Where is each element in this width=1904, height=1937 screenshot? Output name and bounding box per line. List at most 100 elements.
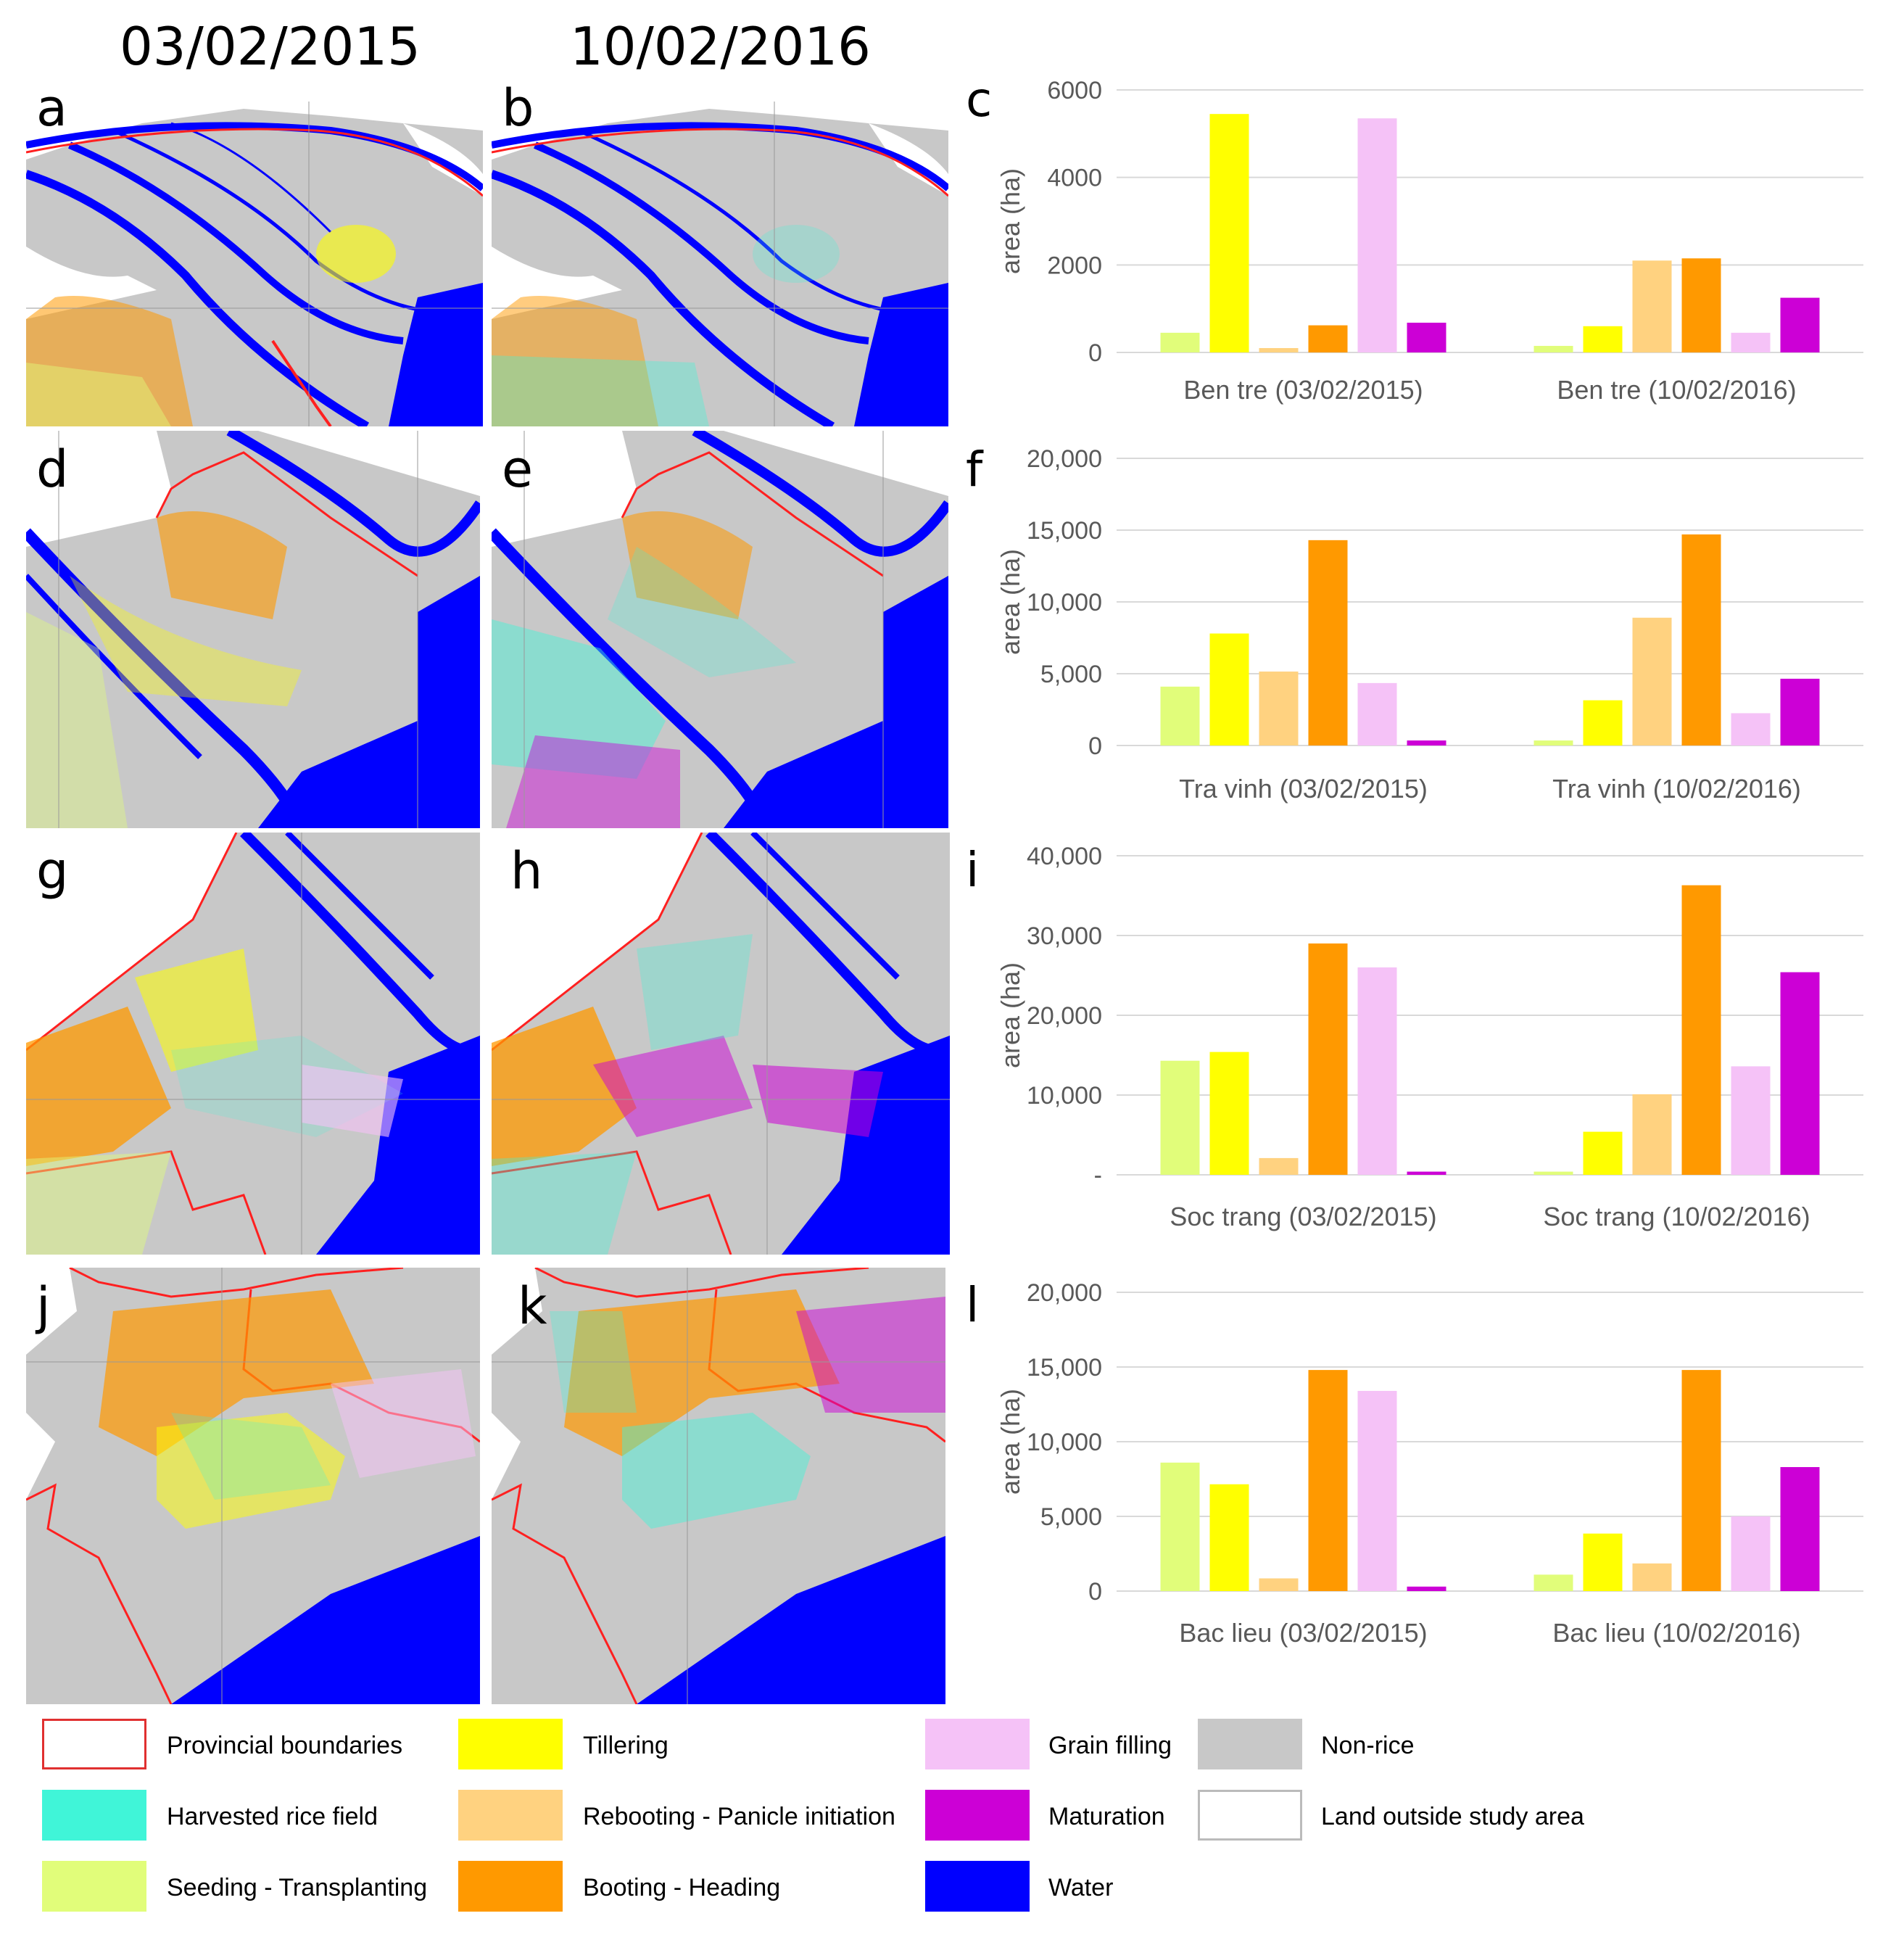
chart-l-bac-lieu: l 0 5,000 10,000 15,000 20,000 area (ha) Bac li… [957,1268,1900,1703]
y-axis-label: area (ha) [996,168,1025,274]
chart-l-svg: l 0 5,000 10,000 15,000 20,000 area (ha) Bac li… [966,1277,1863,1648]
legend-swatch-water [925,1861,1030,1912]
map-g-soc-trang-2015 [26,833,480,1255]
bar [1533,1171,1573,1175]
map-j-bac-lieu-2015 [26,1268,480,1704]
legend-label-maturation: Maturation [1048,1803,1165,1830]
bar [1731,1066,1771,1175]
legend-swatch-maturation [925,1790,1030,1841]
panel-letter-a: a [36,78,67,138]
map-a-graphic [26,102,483,426]
bar [1632,1094,1672,1175]
y-tick-label: 10,000 [1027,1082,1102,1110]
bar [1583,326,1623,352]
bar [1160,1060,1200,1175]
legend-label-land-outside: Land outside study area [1321,1803,1584,1830]
x-category-label: Soc trang (10/02/2016) [1543,1202,1810,1231]
y-tick-label: 15,000 [1027,1354,1102,1381]
map-d-graphic [26,431,480,828]
legend-label-non-rice: Non-rice [1321,1732,1415,1759]
map-d-tra-vinh-2015 [26,431,480,828]
panel-letter-k: k [518,1276,547,1336]
map-g-graphic [26,833,480,1255]
bar [1731,1516,1771,1591]
bar [1308,943,1348,1175]
bar [1209,114,1249,352]
bar [1533,1574,1573,1591]
map-e-graphic [492,431,948,828]
legend-label-booting: Booting - Heading [583,1874,781,1901]
bar [1533,740,1573,746]
x-category-label: Bac lieu (03/02/2015) [1179,1618,1427,1648]
x-category-label: Bac lieu (10/02/2016) [1552,1618,1800,1648]
y-tick-label: 5,000 [1040,1503,1102,1531]
map-h-soc-trang-2016 [492,833,950,1255]
bar [1681,885,1721,1175]
x-category-label: Tra vinh (03/02/2015) [1179,774,1428,804]
legend-swatch-grain-filling [925,1719,1030,1769]
bar [1259,1157,1299,1175]
date-header-2016: 10/02/2016 [570,16,871,77]
legend-swatch-non-rice [1198,1719,1302,1769]
panel-letter-h: h [510,841,543,901]
legend-label-rebooting: Rebooting - Panicle initiation [583,1803,895,1830]
bar [1357,1390,1397,1591]
bar [1160,332,1200,352]
map-b-ben-tre-2016 [492,102,948,426]
bar [1681,1370,1721,1591]
legend-swatch-tillering [458,1719,563,1769]
x-category-label: Ben tre (03/02/2015) [1183,375,1423,405]
bar [1407,322,1446,352]
panel-letter-l: l [966,1277,979,1333]
bar [1632,1563,1672,1591]
map-j-graphic [26,1268,480,1704]
bar [1259,347,1299,352]
bar [1357,967,1397,1175]
panel-letter-b: b [502,78,534,138]
bar [1160,686,1200,746]
bar [1407,1171,1446,1175]
map-h-graphic [492,833,950,1255]
chart-i-svg: i - 10,000 20,000 30,000 40,000 area (ha) Soc t… [966,842,1863,1231]
bar [1308,1370,1348,1591]
map-e-tra-vinh-2016 [492,431,948,828]
y-axis-label: area (ha) [996,962,1025,1068]
chart-c-svg: c 0 2000 4000 6000 area (ha) Ben tre (03/02/20… [966,72,1863,405]
bar [1259,672,1299,746]
y-tick-label: 20,000 [1027,1279,1102,1307]
bar [1583,700,1623,746]
legend-label-tillering: Tillering [583,1732,669,1759]
panel-letter-j: j [36,1276,51,1336]
panel-letter-f: f [966,442,984,497]
bar [1731,332,1771,352]
panel-letter-d: d [36,439,69,499]
bar [1160,1462,1200,1591]
date-header-2015: 03/02/2015 [120,16,421,77]
y-tick-label: 2000 [1047,252,1102,279]
panel-letter-g: g [36,841,69,901]
panel-letter-i: i [966,842,979,898]
legend-swatch-land-outside [1198,1790,1302,1841]
map-b-graphic [492,102,948,426]
bar [1681,534,1721,746]
bar [1209,1052,1249,1175]
bar [1780,1467,1820,1591]
y-tick-label: 5,000 [1040,661,1102,688]
y-tick-label: 30,000 [1027,922,1102,950]
bar [1731,713,1771,746]
legend-label-harvested: Harvested rice field [167,1803,378,1830]
legend-swatch-provincial-boundaries [42,1719,146,1769]
bar [1357,682,1397,746]
chart-f-tra-vinh: f 0 5,000 10,000 15,000 20,000 area (ha) Tra vi… [957,435,1900,827]
bar [1632,260,1672,352]
map-k-bac-lieu-2016 [492,1268,945,1704]
bar [1632,617,1672,746]
chart-c-ben-tre: c 0 2000 4000 6000 area (ha) Ben tre (03/02/20… [957,65,1900,421]
legend-label-grain-filling: Grain filling [1048,1732,1172,1759]
bar [1681,258,1721,352]
y-tick-label: 4000 [1047,165,1102,192]
bar [1407,740,1446,746]
bar [1209,633,1249,746]
legend-label-seeding: Seeding - Transplanting [167,1874,428,1901]
y-tick-label: 20,000 [1027,445,1102,473]
